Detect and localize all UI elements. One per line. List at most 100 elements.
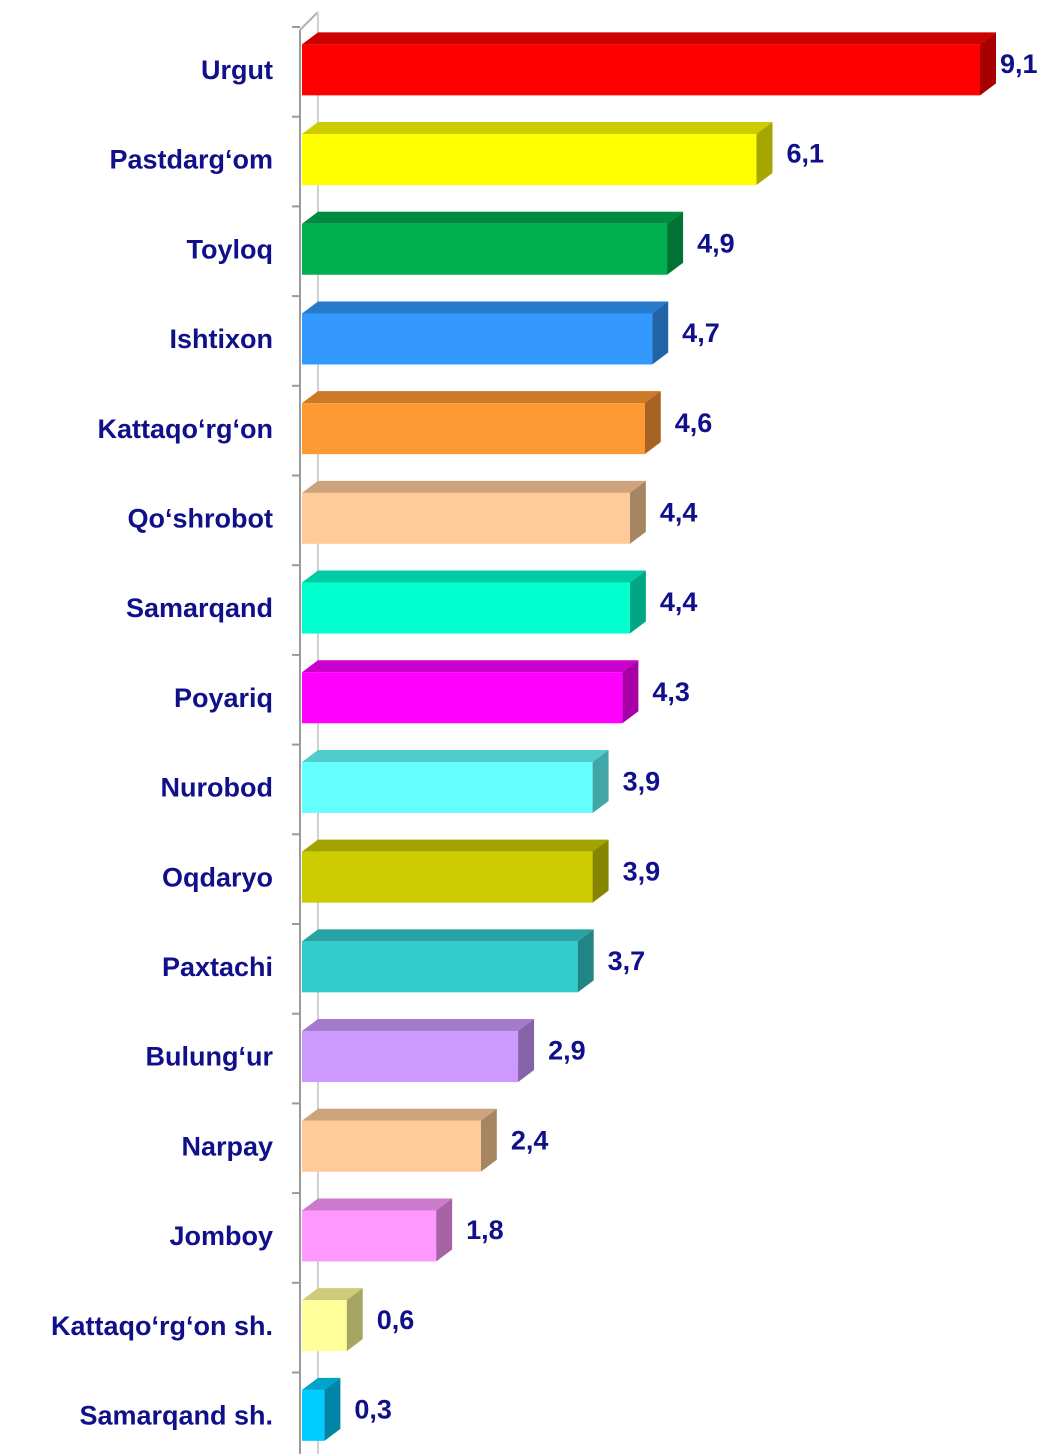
category-label: Narpay [181, 1131, 273, 1161]
bar-side [436, 1198, 453, 1262]
bar-side [577, 929, 594, 993]
bar [302, 761, 593, 813]
category-label: Bulung‘ur [146, 1042, 274, 1072]
bar-side [518, 1019, 535, 1083]
bar-side [324, 1377, 341, 1441]
bar [302, 1120, 481, 1172]
bar-side [667, 211, 684, 275]
bar [302, 1389, 325, 1441]
bar-top [302, 122, 773, 135]
value-label: 4,7 [682, 318, 720, 348]
bar-side [592, 839, 609, 903]
bar-side-shade [518, 1019, 535, 1083]
value-label: 3,9 [623, 856, 661, 886]
value-label: 4,3 [652, 677, 690, 707]
bar-top [302, 480, 646, 493]
bar-top-shade [302, 749, 609, 762]
bar-side-shade [436, 1198, 453, 1262]
bar [302, 941, 578, 993]
bar-top-shade [302, 1198, 453, 1211]
value-label: 9,1 [1000, 49, 1038, 79]
bar [302, 313, 653, 365]
category-label: Qo‘shrobot [128, 503, 273, 533]
bar-top [302, 570, 646, 583]
bar-side-shade [324, 1377, 341, 1441]
bar [302, 582, 630, 634]
category-label: Kattaqo‘rg‘on [98, 414, 274, 444]
bar-side [480, 1108, 497, 1172]
bar-side [346, 1288, 363, 1352]
value-label: 4,4 [660, 587, 698, 617]
category-label: Nurobod [161, 773, 273, 803]
bar [302, 403, 645, 455]
bar-top-shade [302, 839, 609, 852]
bar [302, 851, 593, 903]
bar-top [302, 1288, 363, 1301]
bar-side [592, 749, 609, 813]
bar-top [302, 301, 669, 314]
bar-top [302, 32, 996, 45]
category-label: Poyariq [174, 683, 273, 713]
bar-side [980, 32, 996, 96]
value-label: 2,9 [548, 1036, 586, 1066]
bar-top-shade [302, 1377, 341, 1390]
bar-top-shade [302, 391, 661, 404]
category-label: Urgut [201, 55, 273, 85]
bar-top-shade [302, 32, 996, 45]
category-label: Oqdaryo [162, 862, 273, 892]
bar-side [622, 660, 639, 724]
category-label: Toyloq [187, 234, 273, 264]
bar-side [652, 301, 669, 365]
value-label: 4,4 [660, 497, 698, 527]
bar-side-shade [629, 570, 646, 634]
bar [302, 1031, 519, 1083]
axis-wall-edge [299, 11, 319, 31]
category-label: Pastdarg‘om [109, 145, 273, 175]
value-label: 6,1 [786, 139, 824, 169]
category-label: Kattaqo‘rg‘on sh. [51, 1311, 273, 1341]
bar-side-shade [629, 480, 646, 544]
bar-side-shade [980, 32, 996, 96]
category-label: Ishtixon [169, 324, 273, 354]
bar-side-shade [644, 391, 661, 455]
bar [302, 1300, 347, 1352]
bar-top [302, 211, 684, 224]
bar-side [756, 122, 773, 186]
bar-top [302, 749, 609, 762]
bar [302, 672, 623, 724]
bar-side-shade [667, 211, 684, 275]
bar-side-shade [622, 660, 639, 724]
bar-side-shade [577, 929, 594, 993]
category-label: Jomboy [169, 1221, 273, 1251]
bar-top [302, 1108, 497, 1121]
bar [302, 492, 630, 544]
bar-side-shade [756, 122, 773, 186]
bar [302, 134, 757, 186]
bar-side-shade [592, 839, 609, 903]
bar-top-shade [302, 301, 669, 314]
bar [302, 223, 668, 275]
bar-side [629, 480, 646, 544]
bar-top-shade [302, 1108, 497, 1121]
bar-top-shade [302, 211, 684, 224]
bar-top [302, 929, 594, 942]
bar-top [302, 1198, 453, 1211]
bar-side [644, 391, 661, 455]
bar-top [302, 391, 661, 404]
bar-top [302, 1377, 341, 1390]
bar [302, 1210, 437, 1262]
bar-side-shade [346, 1288, 363, 1352]
value-label: 2,4 [511, 1125, 549, 1155]
value-label: 4,6 [675, 408, 713, 438]
value-label: 3,9 [623, 767, 661, 797]
category-label: Paxtachi [162, 952, 273, 982]
bar-top [302, 839, 609, 852]
bar-top-shade [302, 570, 646, 583]
bar-top-shade [302, 480, 646, 493]
value-label: 0,6 [377, 1305, 415, 1335]
bar-side-shade [592, 749, 609, 813]
bar-top-shade [302, 1288, 363, 1301]
value-label: 0,3 [354, 1394, 392, 1424]
